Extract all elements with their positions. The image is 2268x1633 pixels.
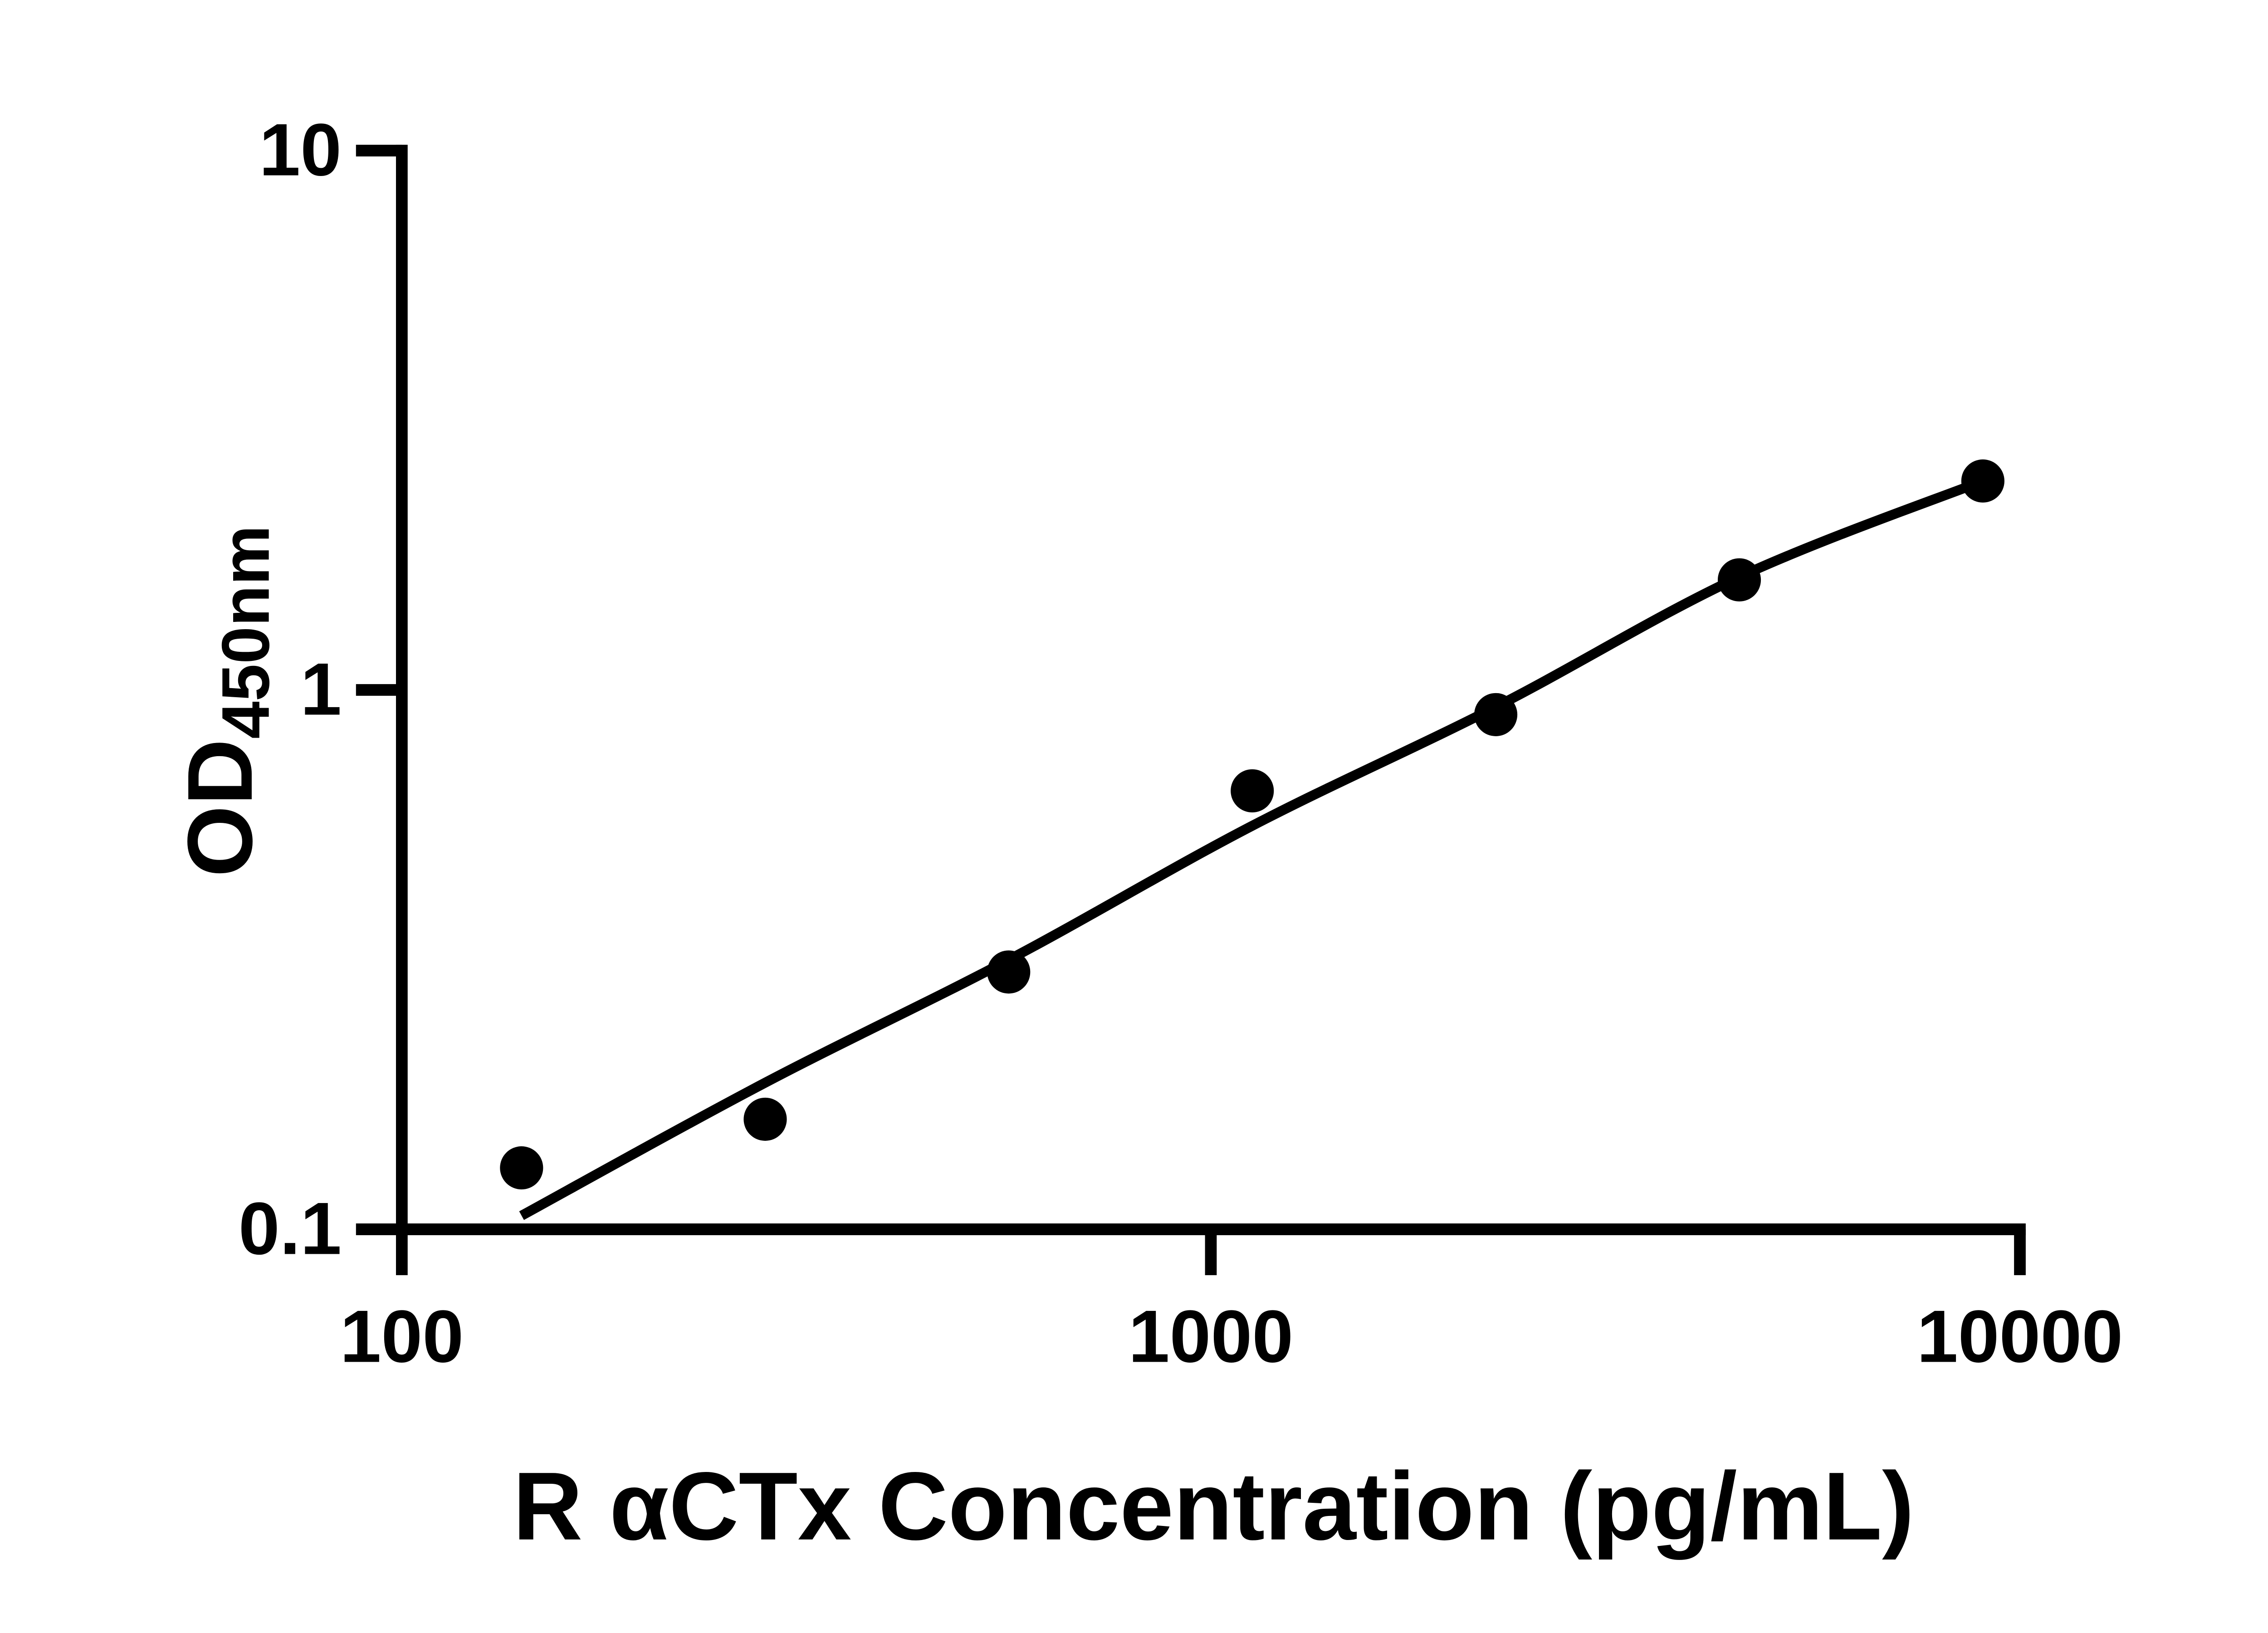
y-axis-title-base: OD: [169, 739, 272, 877]
fit-curve-line: [519, 476, 1985, 1220]
x-tick-label: 100: [340, 1295, 464, 1378]
data-point-marker: [1961, 459, 2004, 503]
axis-layer: [356, 145, 2026, 1276]
x-axis-title: R αCTx Concentration (pg/mL): [513, 1452, 1914, 1560]
data-point-marker: [500, 1146, 543, 1190]
data-point-marker: [987, 950, 1031, 994]
data-point-marker: [1474, 693, 1518, 736]
y-axis-title: OD450nm: [169, 525, 284, 877]
tick-label-layer: 100 1000 10000 10 1 0.1: [239, 108, 2123, 1378]
x-tick-label: 1000: [1129, 1295, 1294, 1378]
y-tick-label: 1: [300, 648, 342, 731]
data-point-layer: [500, 459, 2004, 1190]
y-axis-title-subscript: 450nm: [208, 525, 284, 739]
y-tick-label: 10: [259, 108, 342, 191]
x-tick-label: 10000: [1917, 1295, 2123, 1378]
y-tick-label: 0.1: [239, 1187, 342, 1270]
fit-curve-layer: [519, 476, 1985, 1220]
data-point-marker: [1717, 558, 1761, 601]
data-point-marker: [743, 1097, 787, 1141]
data-point-marker: [1231, 769, 1274, 813]
